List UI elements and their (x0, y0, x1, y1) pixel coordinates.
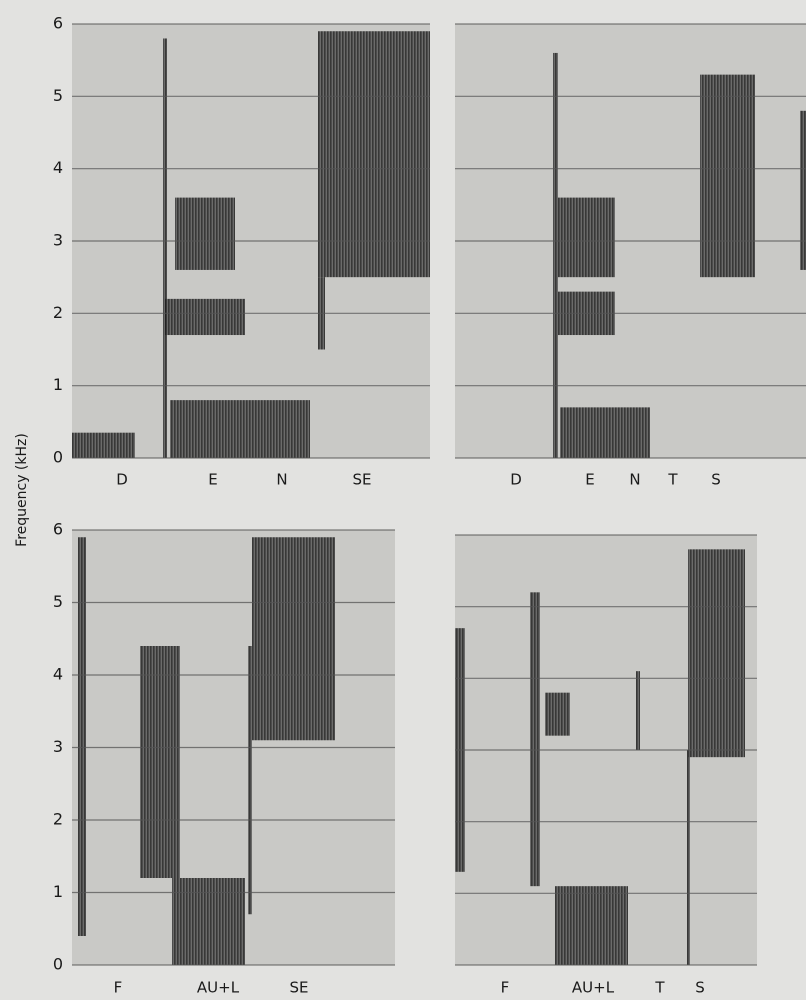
formant-band (78, 537, 86, 936)
formant-band (163, 38, 167, 458)
formant-band (700, 74, 755, 278)
formant-band (558, 197, 615, 278)
formant-band (560, 407, 650, 458)
y-tick-label: 1 (53, 375, 63, 394)
y-tick-label: 4 (53, 665, 63, 684)
segment-label: D (510, 471, 522, 489)
segment-label: N (629, 471, 640, 489)
formant-band (170, 400, 310, 458)
y-tick-label: 1 (53, 882, 63, 901)
formant-band (72, 432, 135, 458)
y-tick-label: 5 (53, 86, 63, 105)
formant-band (252, 537, 335, 741)
segment-label: E (585, 471, 594, 489)
segment-label: F (501, 979, 510, 997)
segment-label: E (208, 471, 217, 489)
y-tick-label: 2 (53, 303, 63, 322)
formant-band (800, 110, 806, 270)
formant-band (248, 646, 252, 915)
formant-band (530, 592, 540, 887)
formant-band (555, 886, 628, 965)
y-tick-label: 6 (53, 520, 63, 539)
formant-band (636, 671, 640, 750)
formant-band (553, 52, 558, 458)
y-tick-label: 3 (53, 737, 63, 756)
y-axis-label: Frequency (kHz) (14, 433, 30, 547)
formant-band (175, 197, 235, 270)
y-tick-label: 2 (53, 810, 63, 829)
formant-band (318, 31, 430, 278)
segment-label: SE (353, 471, 372, 489)
formant-band (140, 646, 180, 878)
segment-label: SE (290, 979, 309, 997)
segment-label: S (695, 979, 705, 997)
formant-band (165, 298, 245, 336)
formant-band (687, 750, 690, 965)
formant-band (545, 692, 570, 736)
segment-label: D (116, 471, 128, 489)
segment-label: T (667, 471, 678, 489)
segment-label: T (654, 979, 665, 997)
y-tick-label: 6 (53, 14, 63, 33)
formant-band (688, 549, 745, 758)
y-tick-label: 4 (53, 158, 63, 177)
y-tick-label: 3 (53, 231, 63, 250)
formant-band (172, 878, 245, 965)
segment-label: F (114, 979, 123, 997)
segment-label: AU+L (197, 979, 240, 997)
y-tick-label: 5 (53, 592, 63, 611)
y-tick-label: 0 (53, 955, 63, 974)
segment-label: AU+L (572, 979, 615, 997)
segment-label: N (276, 471, 287, 489)
y-tick-label: 0 (53, 448, 63, 467)
segment-label: S (711, 471, 721, 489)
